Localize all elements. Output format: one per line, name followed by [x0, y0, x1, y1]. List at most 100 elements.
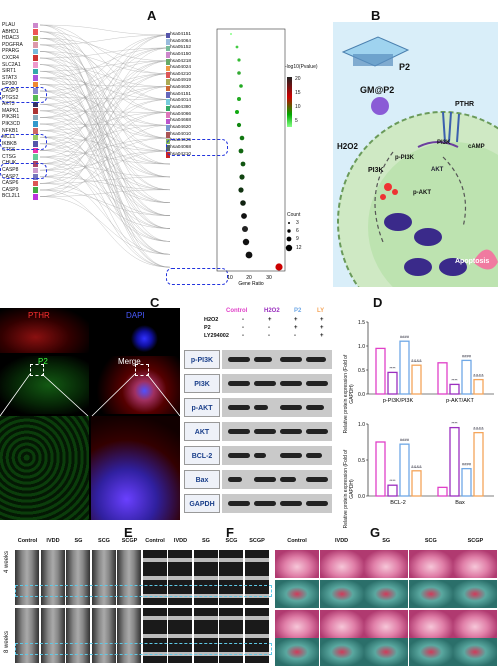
condition-label: H2O2 [204, 317, 219, 323]
bar [411, 364, 422, 395]
dot-point [230, 33, 232, 35]
y-tick: 0.0 [358, 494, 365, 500]
gene-label: PIK3CD [2, 121, 40, 128]
zoom-box-merge [135, 364, 149, 376]
blot-band [306, 429, 328, 434]
histology-image [275, 580, 319, 608]
blot-band [228, 429, 250, 434]
bar [437, 362, 448, 395]
gene-label: HDAC3 [2, 35, 40, 42]
gene-label: STAT3 [2, 75, 40, 82]
count-item: 9 [296, 236, 299, 242]
panel-c-western: Control H2O2 P2 LY H2O2 - + + + P2 - - + + LY29400… [180, 308, 335, 520]
bar [375, 441, 386, 497]
count-legend-title: Count [287, 212, 301, 218]
mri-image [244, 608, 269, 663]
sig-mark: #### [400, 437, 410, 442]
group-header: SCGP [121, 538, 138, 544]
mri-image [193, 550, 218, 605]
pvalue-tick: 10 [295, 104, 301, 110]
disc-highlight [15, 585, 272, 597]
panel-d: Relative protein expression (Fold of GAP… [336, 308, 498, 528]
condition-mark: + [320, 317, 324, 323]
condition-mark: + [320, 325, 324, 331]
histology-image [408, 638, 453, 666]
blot-band [280, 357, 302, 362]
bar [411, 470, 422, 497]
dot-point [237, 58, 241, 62]
blot-band [254, 357, 272, 362]
gene-label: BCL2L1 [2, 193, 40, 200]
blot-label: BCL-2 [184, 446, 220, 465]
gene-label: SIRT1 [2, 68, 40, 75]
highlight-hsa04210 [166, 268, 228, 285]
blot-label: AKT [184, 422, 220, 441]
panel-label-f: F [226, 525, 234, 540]
blot-band [254, 453, 266, 458]
pathway-label: hsa04151 [166, 92, 212, 99]
bar [399, 443, 410, 497]
label-p2: P2 [399, 62, 411, 72]
blot-band [254, 405, 268, 410]
bar [449, 426, 460, 497]
blot-band [306, 453, 322, 458]
gene-label: CASP6 [2, 180, 40, 187]
pvalue-tick: 5 [295, 118, 298, 124]
label-pthr: PTHR [455, 101, 475, 108]
pvalue-colorbar [287, 77, 292, 127]
group-header: SG [202, 538, 210, 544]
label-pi3k-top: PI3K [437, 140, 451, 146]
dot-point [275, 263, 283, 271]
zoom-box-p2 [30, 364, 44, 376]
panel-label-b: B [371, 8, 381, 23]
gene-label: CASP8 [2, 167, 40, 174]
blot-row [222, 470, 332, 490]
label-dapi-image: DAPI [126, 311, 145, 320]
histology-image [364, 638, 409, 666]
histology-image [408, 550, 453, 578]
pathway-label: hsa04010 [166, 132, 212, 139]
blot-band [306, 381, 328, 386]
panel-ef: Control IVDD SG SCG SCGP Control IVDD SG SCG SCGP… [0, 538, 272, 668]
dot-point [241, 213, 247, 219]
histology-image [453, 610, 498, 638]
pathway-label: hsa04380 [166, 105, 212, 112]
pathway-label: hsa04024 [166, 65, 212, 72]
panel-label-g: G [370, 525, 381, 540]
mri-image [66, 550, 90, 605]
gene-label: AKT3 [2, 101, 40, 108]
x-category: Bax [455, 500, 465, 506]
mri-image [142, 608, 167, 663]
gene-label: MAPK1 [2, 108, 40, 115]
blot-band [228, 501, 250, 506]
highlight-hsa04151 [166, 139, 228, 156]
pathway-label: hsa04630 [166, 85, 212, 92]
label-akt: AKT [431, 167, 444, 173]
gene-label: CASP3 [2, 88, 40, 95]
pvalue-legend-title: -log10(Pvalue) [285, 64, 318, 70]
blot-band [254, 429, 276, 434]
blot-band [280, 453, 302, 458]
bar [473, 431, 484, 497]
mri-image [15, 550, 39, 605]
sig-mark: #### [462, 353, 472, 358]
row-label-4w: 4 weeks [4, 550, 10, 573]
blot-band [228, 477, 242, 482]
gene-label: PTGS2 [2, 95, 40, 102]
sig-mark: **** [451, 377, 458, 382]
highlight-pik3r1 [0, 134, 47, 150]
blot-label: Bax [184, 470, 220, 489]
image-dapi [91, 308, 180, 353]
pathway-label: hsa04668 [166, 118, 212, 125]
histology-image [319, 638, 364, 666]
gene-label: PLAU [2, 22, 40, 29]
bar [449, 383, 460, 395]
panel-a: PLAU ABHD1 HDAC3 PDGFRA PPARG CXCR4 SLC2A1 SIRT… [0, 22, 335, 285]
mri-image [91, 550, 116, 605]
dot-point [238, 148, 244, 154]
condition-label: P2 [204, 325, 211, 331]
histology-image [275, 610, 319, 638]
gene-label: EP300 [2, 81, 40, 88]
gene-label: SLC2A1 [2, 62, 40, 69]
